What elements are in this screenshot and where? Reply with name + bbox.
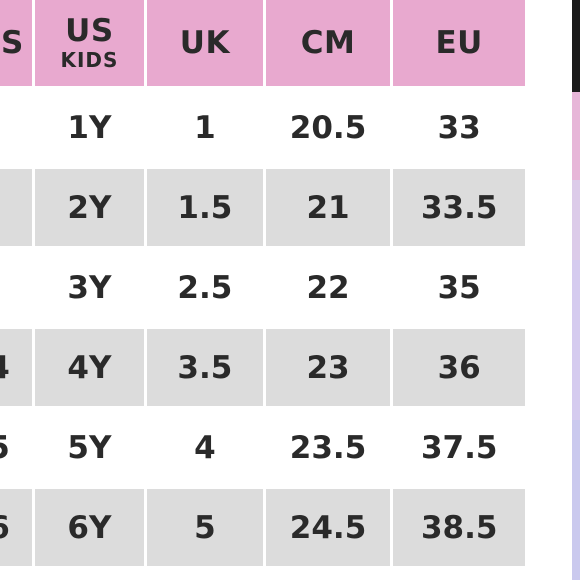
cell-cm: 20.5 <box>265 89 394 169</box>
table-row: 4 4Y 3.5 23 36 <box>0 329 528 409</box>
cell-us: 4Y <box>34 329 148 409</box>
cell-cm: 22 <box>265 249 394 329</box>
cell-first <box>0 169 35 249</box>
cell-us: 5Y <box>34 409 148 489</box>
cell-eu: 33.5 <box>393 169 528 249</box>
header-kids-label: KIDS <box>60 48 119 72</box>
cell-first <box>0 89 35 169</box>
cell-first <box>0 249 35 329</box>
header-us-label: US <box>65 13 114 49</box>
cell-us: 6Y <box>34 489 148 569</box>
table-row: 1Y 1 20.5 33 <box>0 89 528 169</box>
header-eu: EU <box>393 0 528 89</box>
cell-us: 3Y <box>34 249 148 329</box>
header-cm: CM <box>265 0 394 89</box>
header-uk: UK <box>147 0 266 89</box>
table-row: 5 5Y 4 23.5 37.5 <box>0 409 528 489</box>
cell-uk: 2.5 <box>147 249 266 329</box>
table-row: 6 6Y 5 24.5 38.5 <box>0 489 528 569</box>
header-us-kids: US KIDS <box>34 0 148 89</box>
cell-cm: 21 <box>265 169 394 249</box>
cell-cm: 23.5 <box>265 409 394 489</box>
cell-cm: 24.5 <box>265 489 394 569</box>
cell-eu: 38.5 <box>393 489 528 569</box>
cell-us: 2Y <box>34 169 148 249</box>
cell-us: 1Y <box>34 89 148 169</box>
size-table: S US KIDS UK CM EU 1Y 1 20.5 33 2Y <box>0 0 528 569</box>
cell-first: 4 <box>0 329 35 409</box>
cell-uk: 4 <box>147 409 266 489</box>
header-row: S US KIDS UK CM EU <box>0 0 528 89</box>
cell-first: 6 <box>0 489 35 569</box>
cell-uk: 1.5 <box>147 169 266 249</box>
cell-eu: 36 <box>393 329 528 409</box>
cell-eu: 37.5 <box>393 409 528 489</box>
cell-uk: 5 <box>147 489 266 569</box>
right-edge-strip <box>572 0 580 580</box>
cell-eu: 35 <box>393 249 528 329</box>
cell-uk: 3.5 <box>147 329 266 409</box>
header-cut-off: S <box>0 0 35 89</box>
table-row: 2Y 1.5 21 33.5 <box>0 169 528 249</box>
cell-eu: 33 <box>393 89 528 169</box>
cell-first: 5 <box>0 409 35 489</box>
cell-cm: 23 <box>265 329 394 409</box>
table-row: 3Y 2.5 22 35 <box>0 249 528 329</box>
cell-uk: 1 <box>147 89 266 169</box>
